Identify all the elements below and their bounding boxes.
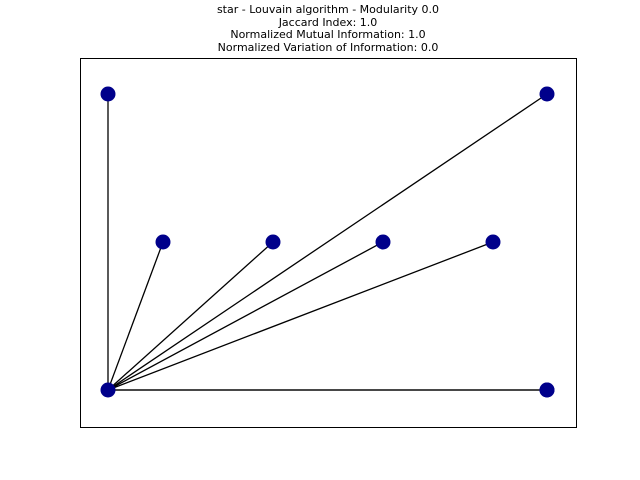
node-n3 — [155, 234, 171, 250]
node-n2 — [539, 86, 555, 102]
title-line-3: Normalized Mutual Information: 1.0 — [230, 28, 426, 42]
edge-n0-n4 — [107, 241, 274, 391]
node-n1 — [100, 86, 116, 102]
title-line-4: Normalized Variation of Information: 0.0 — [217, 40, 439, 54]
edge-n0-n3 — [107, 241, 164, 391]
edge-n0-n5 — [107, 241, 384, 391]
node-n4 — [265, 234, 281, 250]
node-n0 — [100, 382, 116, 398]
node-n5 — [375, 234, 391, 250]
title-line-1: star - Louvain algorithm - Modularity 0.… — [216, 3, 440, 16]
node-n8 — [539, 382, 555, 398]
node-n6 — [485, 234, 501, 250]
nodes-layer — [100, 86, 555, 398]
plot-frame — [80, 58, 577, 428]
title-line-2: Jaccard Index: 1.0 — [278, 15, 378, 29]
edge-n0-n2 — [107, 93, 548, 391]
edges-layer — [107, 93, 548, 391]
figure-title: star - Louvain algorithm - Modularity 0.… — [0, 3, 640, 54]
edge-n0-n6 — [107, 241, 494, 391]
